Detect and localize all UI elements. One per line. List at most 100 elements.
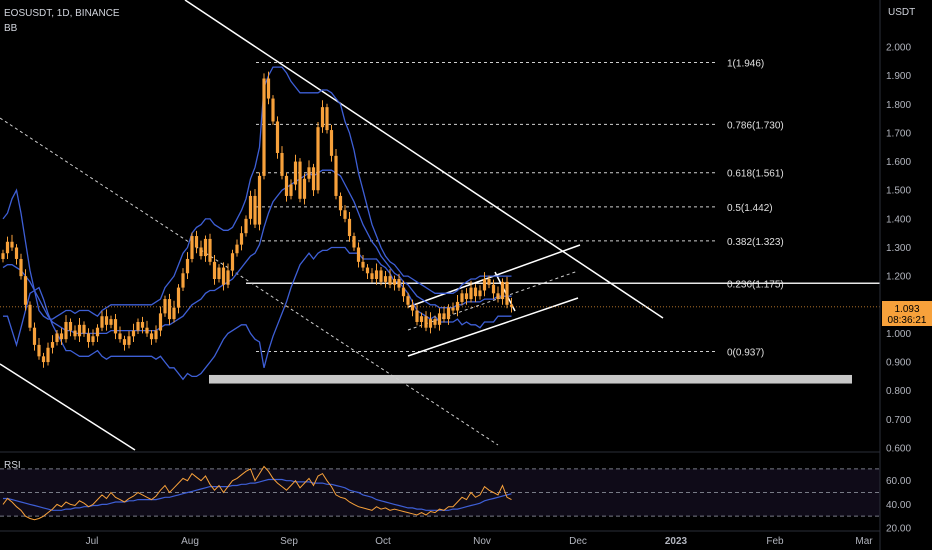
candle [491, 279, 496, 300]
candle [1, 249, 5, 263]
candle-body [235, 244, 239, 254]
candle [64, 315, 68, 343]
candle-body [433, 319, 437, 325]
candle-body [397, 279, 401, 288]
fib-level-label: 0(0.937) [727, 347, 764, 358]
price-tick-label: 1.600 [886, 157, 911, 168]
price-tick-label: 0.900 [886, 358, 911, 369]
candle [289, 179, 293, 200]
candle [307, 160, 311, 183]
candle [68, 318, 73, 337]
candle-body [118, 333, 122, 340]
candle [248, 190, 253, 225]
candle [370, 268, 374, 283]
candle-body [131, 330, 136, 337]
candle-body [23, 276, 28, 305]
candle-body [212, 261, 217, 280]
candle-body [500, 281, 505, 300]
candle-body [266, 78, 271, 99]
descending-support-line [0, 363, 136, 451]
currency-label: USDT [888, 7, 915, 18]
candle-body [410, 304, 415, 311]
current-price: 1.093 [894, 304, 919, 315]
candle [158, 306, 163, 337]
candle-body [460, 293, 464, 302]
price-pane[interactable]: 1(1.946) 0.786(1.730) 0.618(1.561) 0.5(1.44… [0, 0, 880, 453]
candle [163, 295, 167, 317]
candle [437, 308, 442, 331]
candle-body [230, 253, 235, 271]
fib-level-label: 0.236(1.175) [727, 279, 784, 290]
candle-body [446, 307, 451, 320]
candle [451, 302, 455, 314]
candle-body [464, 293, 469, 300]
time-axis[interactable]: Jul Aug Sep Oct Nov Dec 2023 Feb Mar [0, 530, 880, 547]
candle [46, 342, 50, 366]
candle-body [59, 333, 64, 340]
candle-body [226, 270, 230, 285]
price-tick-label: 0.800 [886, 386, 911, 397]
price-axis[interactable]: 2.000 1.900 1.800 1.700 1.600 1.500 1.400 1.300… [879, 0, 911, 550]
candle-body [239, 233, 244, 245]
candle [311, 163, 316, 196]
candle-body [163, 299, 167, 314]
candle [406, 292, 410, 309]
candle [212, 254, 217, 285]
price-tag-box [882, 301, 932, 326]
candle-body [275, 121, 280, 153]
rsi-tick-label: 60.00 [886, 476, 911, 487]
candle [446, 304, 451, 325]
candle-body [68, 321, 73, 331]
candle-body [401, 287, 406, 297]
candle [73, 325, 77, 340]
candle [505, 276, 509, 309]
price-tick-label: 0.700 [886, 415, 911, 426]
candle-body [383, 276, 388, 282]
candle-body [325, 107, 329, 131]
candle [37, 338, 41, 360]
candle-body [374, 270, 379, 280]
candle-body [487, 279, 491, 285]
candle-body [86, 333, 91, 343]
price-tick-label: 0.600 [886, 444, 911, 455]
candle-body [293, 161, 298, 185]
candle-body [298, 161, 302, 199]
candle [338, 192, 343, 216]
candle-body [181, 273, 185, 288]
candle-body [419, 316, 424, 322]
time-tick-label: Oct [375, 536, 391, 547]
candle-body [455, 301, 460, 311]
candle-body [334, 155, 338, 196]
candle-body [329, 130, 334, 156]
candle [244, 215, 248, 237]
candle [419, 312, 424, 328]
candle-body [307, 167, 311, 179]
rsi-pane[interactable] [0, 465, 880, 521]
candle [172, 300, 176, 323]
candle [109, 315, 113, 329]
candle-body [271, 98, 275, 122]
candle [361, 254, 365, 271]
candle-body [280, 152, 284, 176]
time-tick-label: Aug [181, 536, 199, 547]
rsi-label: RSI [4, 460, 21, 471]
candle [104, 309, 109, 331]
candle-body [343, 210, 347, 219]
candle-body [154, 330, 158, 340]
candle-body [437, 313, 442, 325]
candle [401, 280, 406, 302]
time-tick-label: Jul [86, 536, 99, 547]
time-tick-label: Nov [473, 536, 491, 547]
candle-body [248, 195, 253, 219]
candle-body [257, 175, 262, 225]
candle-body [28, 304, 32, 328]
candle-body [347, 218, 352, 237]
bb-upper-band [2, 66, 512, 320]
candle [293, 154, 298, 191]
candle-body [262, 78, 266, 176]
candle [77, 317, 82, 343]
candle-body [253, 195, 257, 225]
candle [95, 324, 100, 343]
